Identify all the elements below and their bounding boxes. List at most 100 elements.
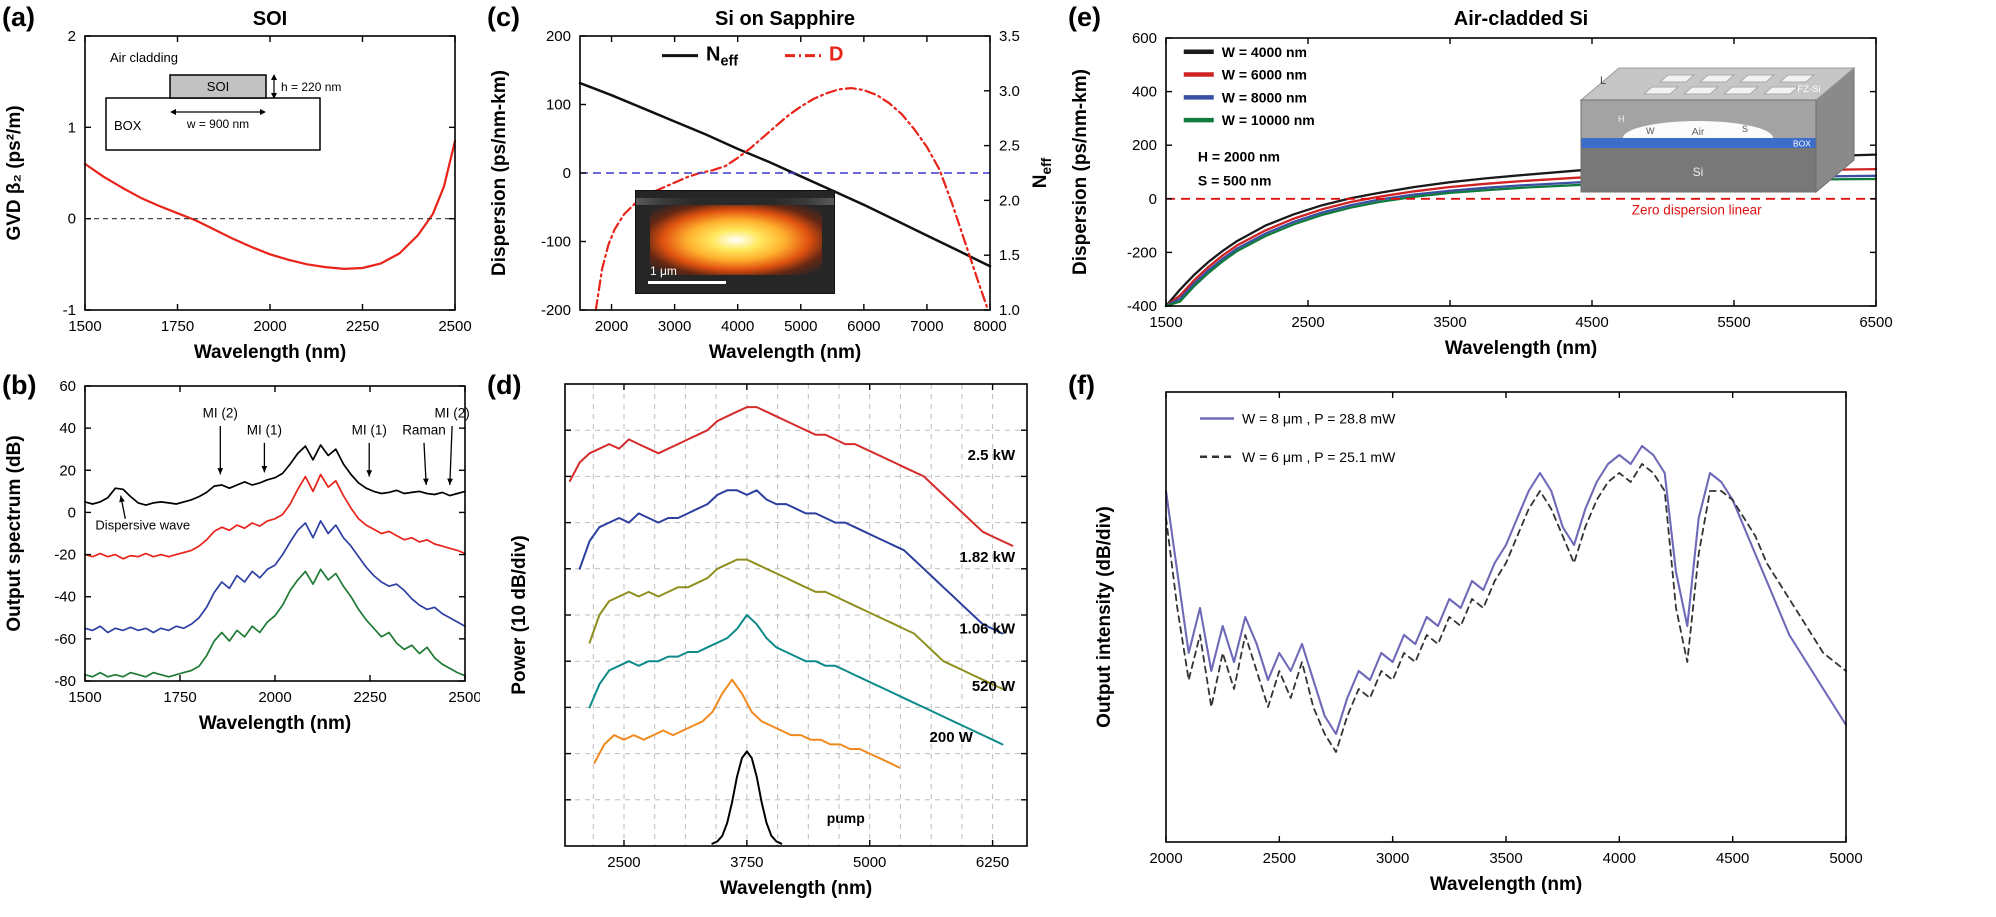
x-tick-label: 6000 — [847, 318, 880, 335]
gvd-chart: 1500 1750 2000 2250 2500 -1 0 1 2 Wavelength (nm)… — [4, 28, 472, 363]
y2-tick-label: 2.5 — [999, 138, 1020, 155]
etch-slot — [1682, 86, 1720, 95]
etch-slot — [1778, 74, 1816, 83]
annotation-text: MI (2) — [434, 406, 469, 421]
x-tick-label: 3000 — [1376, 850, 1409, 867]
y2-tick-label: 2.0 — [999, 192, 1020, 209]
series-1.82 kW — [578, 489, 1004, 635]
scale-bar-label: 1 μm — [650, 264, 677, 278]
chart-text: 1.82 kW — [959, 549, 1016, 566]
si-label: Si — [1693, 165, 1704, 179]
panel-d: (d) 2500 3750 5000 6250 Wavelength (nm) Power… — [485, 368, 1061, 912]
annotation-text: MI (1) — [247, 422, 282, 437]
air-label: Air — [1692, 126, 1705, 138]
y2-axis-label: Neff — [1030, 157, 1054, 188]
y-tick-label: 60 — [59, 378, 76, 395]
y-tick-label: -200 — [541, 302, 571, 319]
soi-waveguide-schematic: Air cladding SOI BOX h = 220 nm w = 900 … — [98, 46, 358, 163]
soi-schematic-svg: Air cladding SOI BOX h = 220 nm w = 900 … — [105, 50, 341, 151]
y-tick-label: 0 — [1149, 191, 1157, 208]
x-axis-label: Wavelength (nm) — [199, 713, 351, 734]
x-tick-label: 2250 — [353, 689, 386, 706]
legend-label: W = 6000 nm — [1222, 67, 1307, 83]
chart-text: S = 500 nm — [1198, 172, 1272, 188]
height-arrowhead-bottom — [271, 93, 277, 99]
height-arrowhead-top — [271, 74, 277, 80]
y-tick-label: 400 — [1132, 84, 1157, 101]
etch-slot — [1658, 74, 1696, 83]
x-tick-label: 2500 — [438, 318, 471, 335]
soi-core-rect — [169, 74, 267, 99]
series-gvd — [83, 139, 457, 270]
annotation-arrow — [449, 425, 453, 486]
s-label: S — [1742, 124, 1748, 134]
x-tick-label: 1750 — [161, 318, 194, 335]
x-tick-label: 4000 — [721, 318, 754, 335]
x-tick-label: 1500 — [68, 318, 101, 335]
x-tick-label: 1500 — [1149, 314, 1182, 331]
plot-frame — [1165, 37, 1877, 307]
annotation-text: Dispersive wave — [95, 517, 190, 532]
etch-slot — [1642, 86, 1680, 95]
series-Neff — [578, 81, 992, 268]
y-tick-label: 1 — [68, 119, 76, 136]
annotation-arrow — [423, 442, 427, 486]
waveguide-cross-section — [636, 198, 834, 205]
inset-si-base — [1581, 148, 1816, 192]
y-axis-label: Output intensity (dB/div) — [1094, 506, 1115, 728]
x-tick-label: 5000 — [853, 854, 886, 871]
x-tick-label: 7000 — [910, 318, 943, 335]
x-tick-label: 3750 — [730, 854, 763, 871]
x-tick-label: 2500 — [448, 689, 480, 706]
inset-front-outline — [1580, 99, 1817, 193]
annotation-arrowhead — [423, 478, 429, 485]
h-label: H — [1618, 114, 1625, 124]
x-tick-label: 2000 — [595, 318, 628, 335]
y-axis-label: Dispersion (ps/nm-km) — [1070, 69, 1091, 275]
x-tick-label: 2500 — [1263, 850, 1296, 867]
chart-text: 1.06 kW — [959, 621, 1016, 638]
series-2.5 kW — [568, 406, 1014, 547]
w-label: W — [1646, 126, 1655, 136]
y-tick-label: -20 — [54, 547, 76, 564]
panel-b-tag: (b) — [2, 370, 37, 400]
waveguide-3d-svg: L FZ-Si H W S Air BOX Si — [1579, 66, 1856, 194]
panel-a: (a) SOI 1500 1750 2000 2250 2500 -1 0 1 2 Wavelen… — [0, 0, 480, 368]
panel-a-title: SOI — [252, 8, 288, 30]
x-axis-label: Wavelength (nm) — [194, 342, 346, 363]
box-layer-rect — [105, 97, 321, 151]
x-tick-label: 2250 — [346, 318, 379, 335]
y-tick-label: -60 — [54, 631, 76, 648]
chart-text: Zero dispersion linear — [1632, 202, 1762, 217]
y2-tick-label: 1.5 — [999, 247, 1020, 264]
chart-text: 200 W — [930, 729, 974, 746]
y-tick-label: -100 — [541, 234, 571, 251]
x-axis-label: Wavelength (nm) — [720, 878, 872, 899]
x-tick-label: 6500 — [1859, 314, 1892, 331]
x-axis-label: Wavelength (nm) — [1430, 874, 1582, 895]
panel-e: (e) Air-cladded Si 1500 2500 3500 4500 5500 6… — [1066, 0, 1996, 368]
series-spectrum-1 — [84, 444, 466, 506]
x-tick-label: 5000 — [1829, 850, 1862, 867]
annotation-arrowhead — [366, 470, 373, 477]
etch-slot — [1698, 74, 1736, 83]
x-tick-label: 4000 — [1603, 850, 1636, 867]
y2-tick-label: 3.5 — [999, 28, 1020, 45]
x-tick-label: 2000 — [258, 689, 291, 706]
y-tick-label: 2 — [68, 28, 76, 45]
x-axis-label: Wavelength (nm) — [709, 342, 861, 363]
soi-label: SOI — [207, 79, 229, 94]
chart-text: H = 2000 nm — [1198, 148, 1280, 164]
y-tick-label: 200 — [1132, 137, 1157, 154]
y-tick-label: 600 — [1132, 30, 1157, 47]
annotation-text: Raman — [402, 422, 446, 437]
mode-profile-inset: 1 μm — [635, 190, 835, 294]
panel-e-tag: (e) — [1068, 2, 1101, 32]
y-axis-label: GVD β₂ (ps²/m) — [4, 105, 25, 240]
panel-e-title: Air-cladded Si — [1453, 8, 1589, 30]
legend-label: W = 10000 nm — [1222, 112, 1315, 128]
annotation-text: MI (2) — [203, 406, 238, 421]
legend-label: W = 8000 nm — [1222, 89, 1307, 105]
power-spectra-chart: 2500 3750 5000 6250 Wavelength (nm) Power (10… — [509, 383, 1028, 899]
